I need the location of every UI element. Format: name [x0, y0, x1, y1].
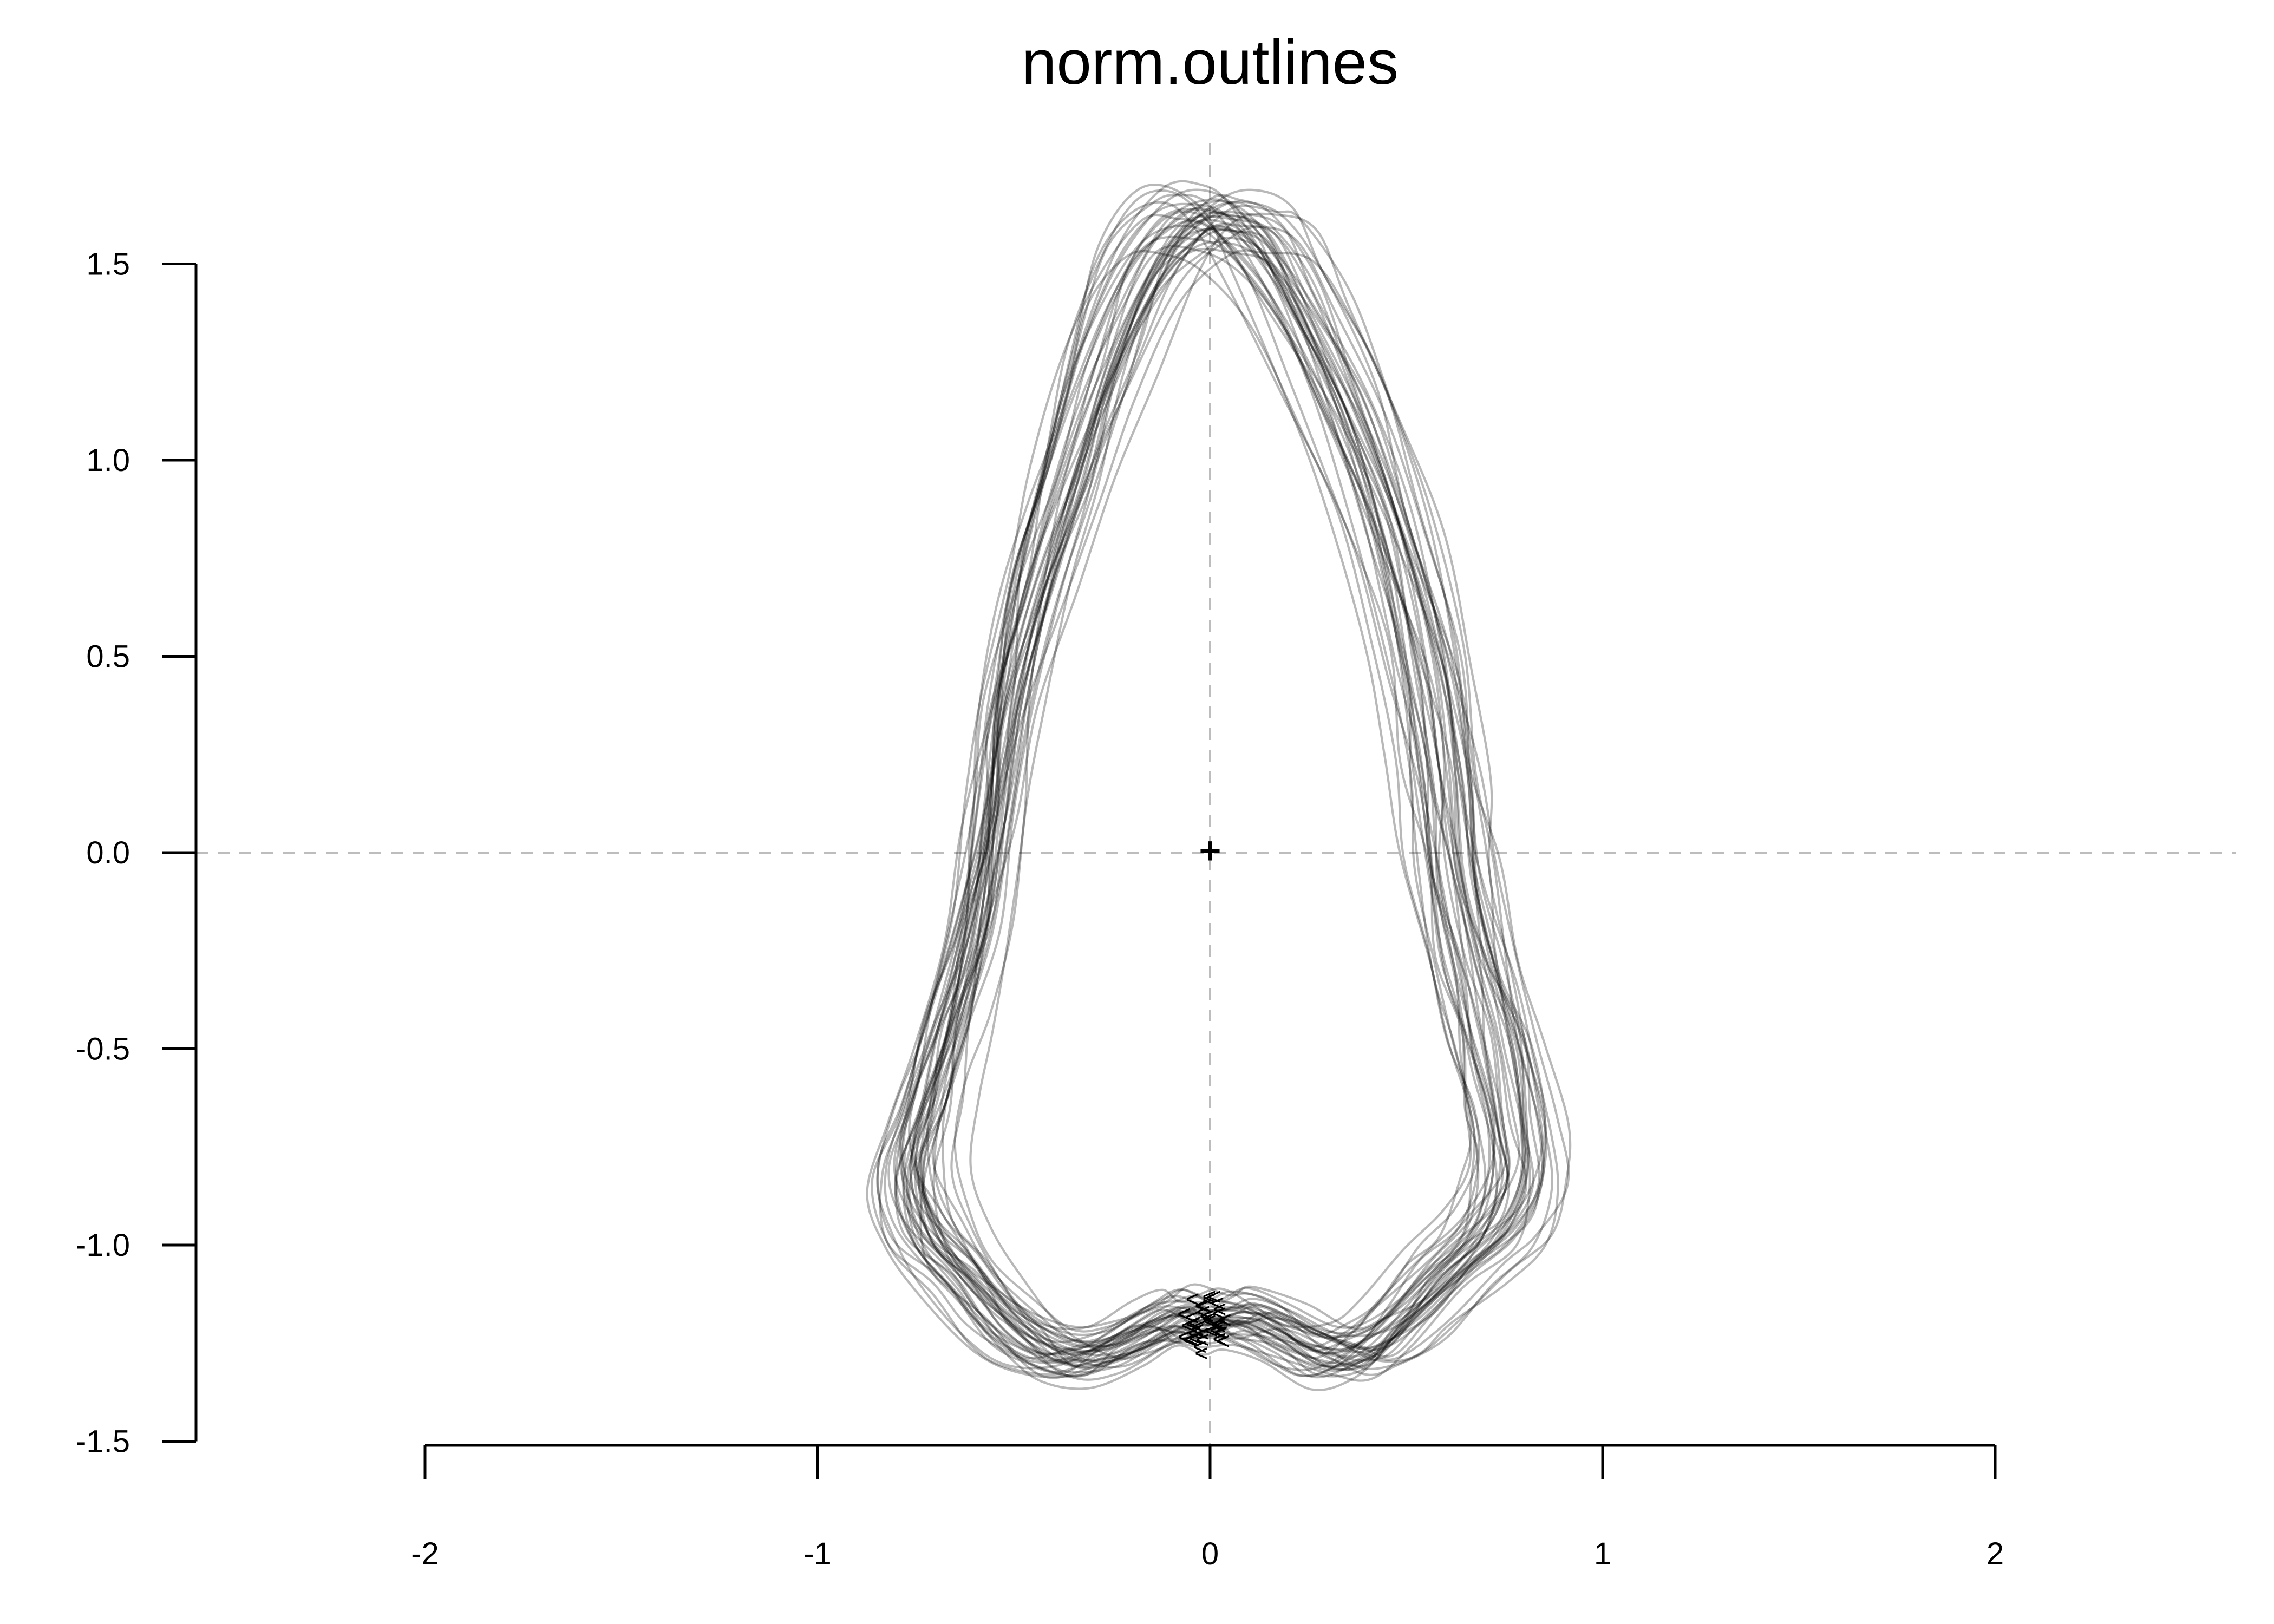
- x-tick-label-4: 2: [1987, 1536, 2004, 1571]
- outline-34: [876, 194, 1491, 1372]
- start-marker-5: <: [1203, 1308, 1217, 1334]
- start-marker-21: <: [1213, 1300, 1227, 1326]
- outline-25: [876, 200, 1544, 1363]
- start-marker-18: <: [1197, 1299, 1211, 1325]
- outline-23: [953, 222, 1479, 1335]
- start-marker-20: <: [1199, 1303, 1213, 1330]
- start-marker-14: <: [1202, 1306, 1216, 1332]
- x-tick-label-2: 0: [1201, 1536, 1219, 1571]
- outline-17: [900, 213, 1530, 1344]
- outline-6: [922, 207, 1509, 1372]
- start-marker-12: <: [1214, 1320, 1228, 1346]
- outline-10: [931, 201, 1480, 1351]
- outline-20: [887, 247, 1547, 1356]
- outline-5: [884, 226, 1529, 1360]
- start-marker-15: <: [1186, 1311, 1200, 1338]
- start-marker-31: <: [1216, 1328, 1230, 1354]
- start-marker-27: <: [1187, 1309, 1201, 1335]
- y-tick-label-5: -1.0: [76, 1228, 130, 1263]
- outline-40: [919, 212, 1498, 1391]
- start-marker-22: <: [1202, 1284, 1216, 1310]
- start-marker-9: <: [1218, 1307, 1232, 1333]
- outline-7: [922, 214, 1510, 1355]
- outline-15: [909, 250, 1511, 1356]
- start-marker-28: <: [1185, 1326, 1199, 1353]
- y-tick-label-4: -0.5: [76, 1032, 130, 1067]
- start-marker-10: <: [1177, 1301, 1191, 1327]
- centroid-marker: +: [1199, 829, 1221, 872]
- outline-38: [950, 184, 1476, 1365]
- start-marker-38: <: [1181, 1312, 1195, 1339]
- x-tick-label-0: -2: [411, 1536, 439, 1571]
- outline-21: [919, 240, 1541, 1350]
- y-tick-label-0: 1.5: [86, 247, 130, 282]
- start-marker-26: <: [1212, 1313, 1226, 1340]
- y-tick-label-3: 0.0: [86, 835, 130, 870]
- outline-39: [910, 198, 1570, 1362]
- y-tick-label-1: 1.0: [86, 443, 130, 478]
- outline-29: [879, 205, 1545, 1368]
- outline-22: [908, 225, 1544, 1330]
- outline-11: [871, 200, 1509, 1378]
- outline-36: [894, 202, 1502, 1379]
- outline-12: [906, 188, 1524, 1373]
- start-marker-16: <: [1214, 1319, 1228, 1345]
- start-marker-1: <: [1211, 1290, 1225, 1317]
- outline-26: [893, 188, 1572, 1368]
- start-marker-29: <: [1210, 1317, 1224, 1344]
- start-marker-24: <: [1189, 1325, 1203, 1352]
- outline-1: [898, 211, 1527, 1344]
- outline-31: [908, 212, 1525, 1378]
- x-tick-label-3: 1: [1594, 1536, 1611, 1571]
- start-marker-36: <: [1182, 1326, 1196, 1353]
- start-marker-25: <: [1192, 1313, 1206, 1340]
- start-marker-35: <: [1207, 1284, 1221, 1310]
- outline-14: [903, 245, 1535, 1357]
- x-tick-label-1: -1: [803, 1536, 832, 1571]
- outline-3: [914, 208, 1553, 1381]
- start-marker-19: <: [1213, 1296, 1227, 1322]
- y-tick-label-6: -1.5: [76, 1424, 130, 1459]
- start-marker-2: <: [1212, 1311, 1226, 1337]
- start-marker-17: <: [1194, 1292, 1208, 1319]
- start-marker-30: <: [1187, 1320, 1201, 1346]
- outline-9: [894, 249, 1548, 1358]
- start-marker-7: <: [1200, 1303, 1214, 1330]
- outline-2: [969, 210, 1528, 1360]
- start-marker-11: <: [1195, 1326, 1210, 1353]
- start-marker-33: <: [1191, 1317, 1205, 1343]
- outline-33: [933, 189, 1496, 1370]
- outline-30: [920, 180, 1504, 1371]
- outline-32: [911, 220, 1495, 1352]
- start-marker-39: <: [1211, 1311, 1225, 1338]
- start-marker-40: <: [1194, 1340, 1208, 1367]
- outline-28: [932, 194, 1487, 1374]
- y-tick-label-2: 0.5: [86, 639, 130, 675]
- outline-27: [916, 237, 1472, 1362]
- outline-4: [912, 224, 1472, 1331]
- start-marker-8: <: [1193, 1334, 1207, 1360]
- outline-37: [914, 228, 1496, 1343]
- start-marker-37: <: [1197, 1293, 1211, 1319]
- start-marker-23: <: [1203, 1286, 1217, 1313]
- start-marker-3: <: [1212, 1326, 1226, 1352]
- start-marker-34: <: [1178, 1324, 1192, 1350]
- start-marker-13: <: [1204, 1317, 1218, 1344]
- outline-24: [902, 225, 1480, 1378]
- chart-title: norm.outlines: [1021, 27, 1399, 97]
- outline-8: [866, 215, 1531, 1382]
- outline-16: [917, 235, 1559, 1371]
- start-marker-32: <: [1185, 1304, 1199, 1331]
- start-marker-4: <: [1186, 1286, 1200, 1312]
- outline-19: [941, 228, 1511, 1348]
- outline-35: [926, 227, 1520, 1337]
- start-marker-6: <: [1195, 1320, 1210, 1347]
- outline-13: [895, 218, 1527, 1368]
- outline-18: [901, 201, 1508, 1351]
